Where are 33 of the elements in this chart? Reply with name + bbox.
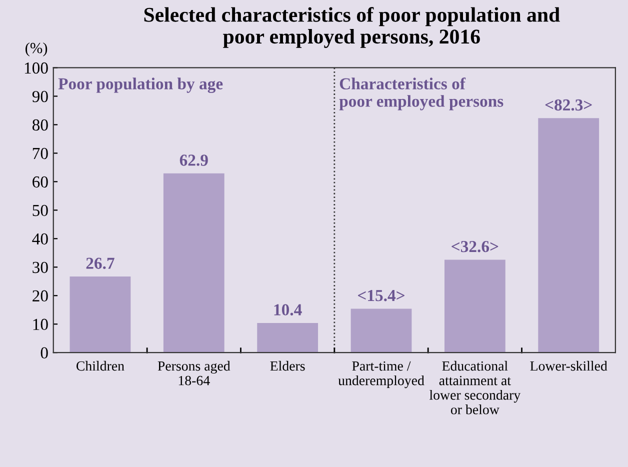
y-axis-title: (%) <box>26 42 48 56</box>
y-tick-label: 70 <box>32 148 48 160</box>
x-tick-label: Elders <box>270 360 305 371</box>
chart-title: Selected characteristics of poor population and poor employed persons, 2016 <box>144 7 560 48</box>
data-label: 10.4 <box>274 304 302 316</box>
bar <box>257 322 318 353</box>
bar <box>538 118 600 353</box>
bar <box>70 276 131 353</box>
bar <box>163 173 224 353</box>
y-tick-label: 100 <box>24 62 48 74</box>
x-tick-label: Educational attainment at lower secondary or below <box>430 360 521 414</box>
y-tick-label: 90 <box>32 90 48 102</box>
data-label: <82.3> <box>545 99 592 111</box>
y-tick-label: 30 <box>32 262 48 274</box>
annotation: Characteristics of poor employed persons <box>339 78 504 110</box>
x-tick-label: Persons aged 18-64 <box>158 360 230 386</box>
y-tick-label: 0 <box>40 347 48 359</box>
data-label: <32.6> <box>452 240 498 252</box>
data-label: <15.4> <box>358 290 404 302</box>
data-label: 26.7 <box>86 258 114 270</box>
bar <box>350 308 412 353</box>
y-tick-label: 20 <box>32 290 48 302</box>
x-tick-label: Lower-skilled <box>530 360 608 371</box>
data-label: 62.9 <box>180 154 208 166</box>
y-tick-label: 40 <box>32 233 48 245</box>
y-tick-label: 80 <box>32 119 48 131</box>
y-tick-label: 50 <box>32 204 48 216</box>
y-tick-label: 10 <box>33 318 48 330</box>
bar <box>444 260 506 353</box>
y-tick-label: 60 <box>32 176 48 188</box>
x-tick-label: Part-time / underemployed <box>338 361 424 388</box>
annotation: Poor population by age <box>58 78 223 93</box>
x-tick-label: Children <box>76 360 124 371</box>
